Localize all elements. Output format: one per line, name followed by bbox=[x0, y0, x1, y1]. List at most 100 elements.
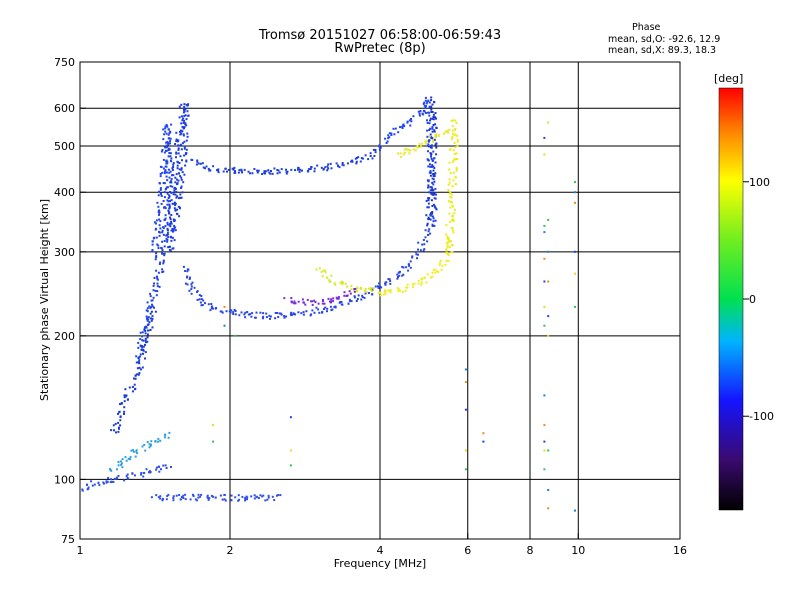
x-axis-label: Frequency [MHz] bbox=[334, 557, 426, 570]
data-point bbox=[384, 137, 387, 140]
data-point bbox=[178, 162, 181, 164]
data-point bbox=[412, 286, 414, 289]
data-point bbox=[144, 337, 147, 340]
data-point bbox=[200, 295, 203, 297]
data-point bbox=[148, 446, 151, 449]
data-point bbox=[377, 285, 379, 288]
data-point bbox=[230, 309, 233, 312]
data-point bbox=[360, 298, 363, 301]
data-point bbox=[224, 499, 227, 502]
data-point bbox=[168, 132, 171, 134]
data-point bbox=[448, 246, 451, 249]
data-point bbox=[185, 152, 187, 155]
data-point bbox=[210, 303, 213, 305]
data-point bbox=[174, 204, 177, 207]
data-point bbox=[310, 166, 313, 169]
data-point bbox=[302, 311, 305, 314]
data-point bbox=[430, 186, 433, 189]
data-point bbox=[431, 103, 434, 106]
data-point bbox=[159, 175, 162, 178]
data-point bbox=[170, 236, 172, 239]
data-point bbox=[155, 236, 158, 239]
data-point bbox=[175, 494, 178, 497]
data-point bbox=[171, 236, 174, 239]
data-point bbox=[175, 140, 178, 142]
data-point bbox=[424, 236, 427, 239]
data-point bbox=[162, 226, 165, 229]
data-point bbox=[340, 280, 343, 283]
data-point bbox=[151, 317, 154, 320]
data-point bbox=[326, 276, 329, 279]
data-point bbox=[140, 348, 143, 351]
data-point bbox=[173, 224, 176, 227]
data-point bbox=[451, 244, 454, 247]
data-point bbox=[146, 307, 149, 310]
data-point bbox=[109, 468, 111, 471]
data-point bbox=[427, 184, 430, 187]
data-point bbox=[315, 268, 318, 271]
data-point bbox=[327, 297, 330, 300]
data-point bbox=[547, 449, 550, 452]
data-point bbox=[244, 498, 247, 501]
data-point bbox=[427, 233, 430, 236]
data-point bbox=[276, 169, 279, 171]
data-point bbox=[409, 124, 412, 127]
data-point bbox=[407, 263, 410, 266]
data-point bbox=[105, 480, 108, 483]
data-point bbox=[434, 123, 437, 126]
data-point bbox=[353, 290, 356, 293]
data-point bbox=[198, 294, 201, 297]
data-point bbox=[190, 292, 193, 295]
data-point bbox=[124, 456, 127, 459]
data-point bbox=[452, 231, 455, 234]
data-point bbox=[314, 301, 317, 304]
data-point bbox=[432, 269, 435, 272]
data-point bbox=[435, 126, 438, 129]
data-point bbox=[446, 235, 449, 238]
data-point bbox=[445, 259, 448, 262]
data-point bbox=[447, 131, 450, 134]
data-point bbox=[254, 316, 256, 319]
data-point bbox=[166, 125, 169, 128]
data-point bbox=[393, 133, 396, 136]
data-point bbox=[266, 498, 269, 501]
data-point bbox=[167, 209, 170, 212]
data-point bbox=[464, 468, 467, 471]
data-point bbox=[141, 445, 144, 448]
data-point bbox=[409, 260, 412, 263]
data-point bbox=[371, 293, 374, 296]
data-point bbox=[432, 220, 435, 223]
data-point bbox=[341, 162, 344, 164]
data-point bbox=[155, 466, 158, 469]
data-point bbox=[574, 250, 576, 253]
data-point bbox=[397, 290, 400, 293]
data-point bbox=[416, 257, 418, 260]
data-point bbox=[164, 169, 167, 172]
data-point bbox=[150, 310, 153, 313]
data-point bbox=[424, 229, 427, 232]
phase-o-stats: mean, sd,O: -92.6, 12.9 bbox=[608, 34, 721, 45]
data-point bbox=[311, 300, 314, 303]
data-point bbox=[166, 221, 169, 224]
data-point bbox=[257, 169, 260, 172]
data-point bbox=[543, 468, 546, 471]
data-point bbox=[160, 150, 163, 153]
data-point bbox=[148, 305, 151, 308]
data-point bbox=[384, 290, 386, 293]
data-point bbox=[448, 168, 451, 171]
data-point bbox=[177, 139, 180, 142]
data-point bbox=[429, 232, 432, 235]
data-point bbox=[155, 219, 158, 222]
data-point bbox=[318, 311, 321, 314]
data-point bbox=[350, 300, 353, 303]
data-point bbox=[207, 167, 210, 170]
data-point bbox=[170, 222, 173, 225]
data-point bbox=[574, 191, 576, 194]
data-point bbox=[313, 299, 316, 302]
data-point bbox=[355, 162, 358, 165]
data-point bbox=[432, 178, 435, 181]
data-point bbox=[151, 303, 153, 306]
data-point bbox=[184, 114, 187, 117]
data-point bbox=[155, 256, 158, 259]
data-point bbox=[169, 245, 171, 248]
